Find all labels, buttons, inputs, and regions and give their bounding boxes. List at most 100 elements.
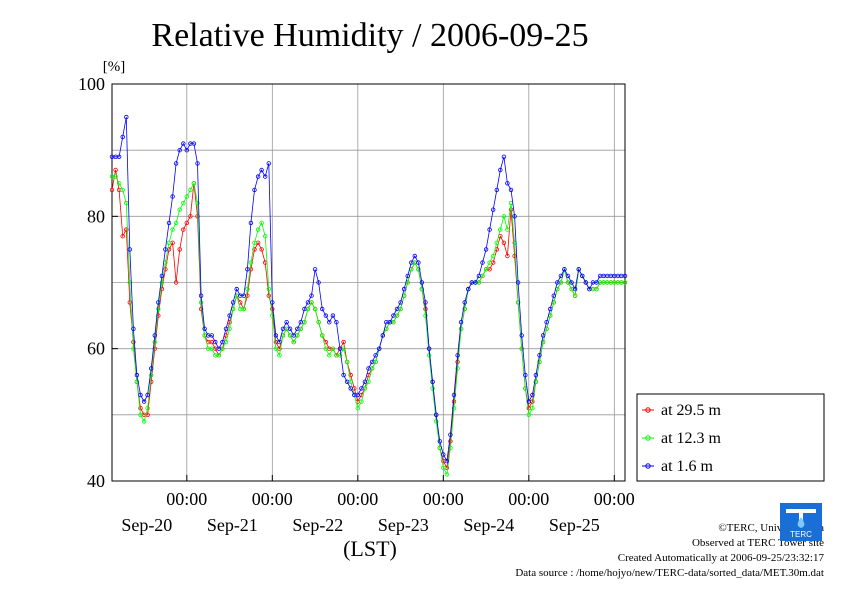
data-point — [252, 240, 257, 245]
data-point — [116, 154, 122, 159]
data-point — [530, 392, 535, 398]
data-point — [305, 300, 311, 305]
data-point — [291, 339, 296, 345]
data-point — [216, 346, 222, 351]
data-point — [426, 346, 432, 351]
data-point — [430, 386, 435, 391]
data-point — [419, 286, 425, 292]
data-point — [195, 161, 200, 166]
x-tick-time-label: 00:00 — [252, 489, 293, 509]
data-point — [173, 280, 179, 285]
data-point — [148, 372, 154, 378]
data-point — [266, 293, 271, 298]
observed-text: Observed at TERC Tower site — [691, 537, 824, 549]
svg-text:TERC: TERC — [790, 530, 812, 539]
data-point — [362, 379, 368, 384]
data-point — [277, 339, 282, 345]
data-point — [491, 253, 496, 259]
data-point — [159, 280, 165, 285]
data-point — [576, 267, 581, 272]
legend-label: at 29.5 m — [661, 402, 722, 419]
data-point — [348, 386, 353, 391]
data-point — [526, 399, 531, 404]
data-point — [177, 147, 182, 153]
data-point — [348, 372, 353, 378]
y-unit-label: [%] — [103, 59, 126, 75]
data-point — [487, 260, 492, 265]
data-point — [373, 353, 378, 358]
data-point — [391, 313, 396, 318]
data-point — [270, 306, 275, 312]
data-point — [113, 167, 118, 173]
data-point — [569, 280, 574, 285]
data-point — [451, 392, 457, 398]
data-point — [124, 200, 129, 206]
x-tick-date-label: Sep-21 — [207, 515, 258, 535]
data-point — [248, 260, 254, 265]
data-point — [512, 214, 517, 219]
data-point — [230, 300, 236, 305]
data-point — [533, 379, 539, 384]
data-point — [540, 333, 546, 338]
data-point — [138, 392, 143, 398]
data-point — [263, 174, 268, 179]
data-point — [537, 359, 542, 365]
data-point — [355, 392, 360, 398]
data-point — [448, 432, 453, 437]
terc-logo: TERC — [780, 503, 822, 541]
data-point — [209, 346, 214, 351]
data-point — [423, 300, 428, 305]
data-point — [405, 273, 410, 279]
data-point — [466, 286, 471, 292]
data-point — [327, 353, 332, 358]
data-point — [491, 207, 496, 212]
data-point — [177, 247, 182, 252]
data-point — [216, 353, 222, 358]
x-tick-time-label: 00:00 — [594, 489, 635, 509]
data-point — [259, 220, 264, 226]
data-point — [198, 300, 204, 305]
data-point — [498, 227, 503, 232]
x-axis-label: (LST) — [343, 536, 397, 561]
data-point — [337, 353, 343, 358]
data-point — [273, 333, 279, 338]
data-point — [141, 399, 147, 404]
x-tick-time-label: 00:00 — [337, 489, 378, 509]
data-point — [394, 306, 400, 312]
data-point — [455, 359, 460, 365]
x-tick-date-label: Sep-25 — [549, 515, 600, 535]
data-point — [213, 339, 218, 345]
data-point — [494, 187, 499, 193]
data-point — [138, 406, 143, 411]
data-point — [109, 187, 115, 193]
data-point — [320, 306, 325, 312]
data-point — [555, 280, 560, 285]
footer: ©TERC, Univ. Tsukuba Observed at TERC To… — [515, 521, 824, 581]
data-point — [359, 399, 364, 404]
data-point — [248, 220, 254, 226]
data-point — [426, 353, 432, 358]
data-point — [523, 372, 528, 378]
data-point — [359, 386, 364, 391]
data-point — [298, 320, 303, 325]
data-point — [302, 306, 307, 312]
data-point — [195, 200, 200, 206]
data-point — [377, 346, 382, 351]
x-tick-date-label: Sep-23 — [378, 515, 429, 535]
data-point — [355, 406, 360, 411]
data-point — [337, 346, 343, 351]
data-point — [437, 439, 442, 444]
data-point — [515, 300, 521, 305]
data-point — [259, 247, 264, 252]
data-point — [533, 372, 539, 378]
data-point — [441, 465, 446, 470]
chart-title: Relative Humidity / 2006-09-25 — [151, 17, 588, 54]
data-point — [159, 273, 165, 279]
data-point — [455, 366, 460, 371]
data-point — [284, 320, 289, 325]
data-point — [127, 247, 132, 252]
data-point — [145, 392, 150, 398]
data-point — [181, 200, 186, 206]
data-point — [548, 306, 553, 312]
x-tick-date-label: Sep-22 — [292, 515, 343, 535]
